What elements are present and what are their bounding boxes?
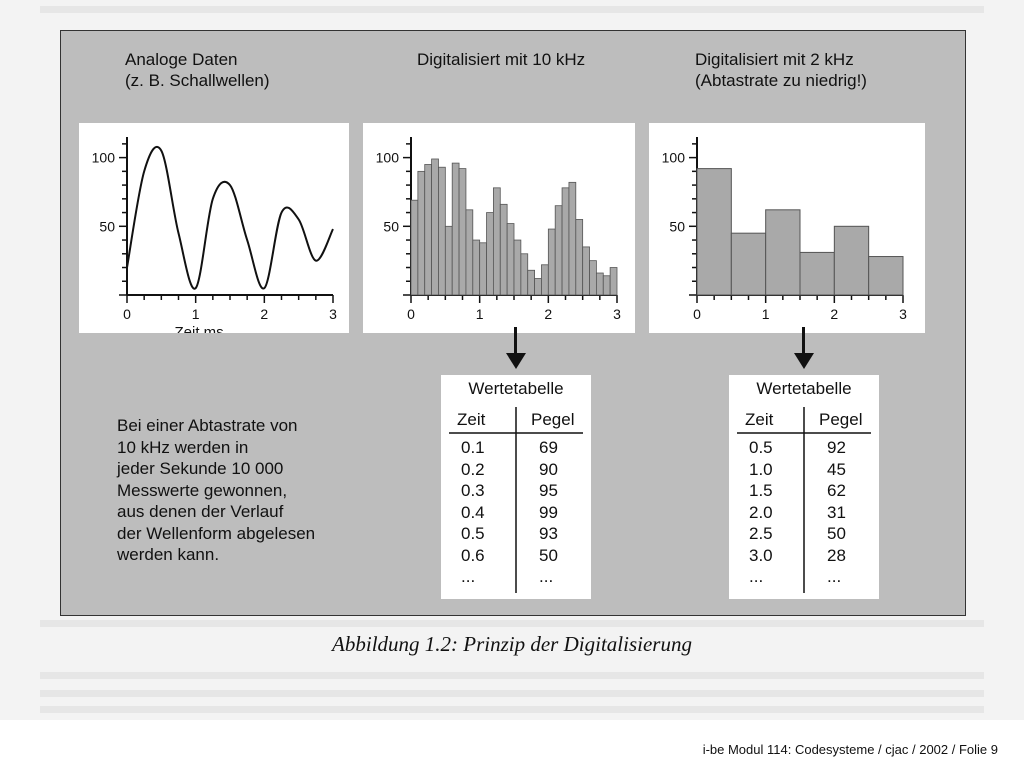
background-text-line [40, 690, 984, 697]
table-grid-lines [737, 407, 871, 593]
arrow-down-icon [506, 353, 526, 369]
analog-title: Analoge Daten (z. B. Schallwellen) [125, 49, 270, 91]
histogram-bar [534, 278, 542, 296]
y-tick-label: 50 [669, 218, 685, 234]
histogram-bar [541, 264, 549, 296]
digital2-histogram: 0 1 2 3 50 100 [662, 137, 907, 322]
table-title: Wertetabelle [756, 379, 852, 398]
x-tick-label: 0 [407, 306, 415, 322]
time-column: 0.1 0.2 0.3 0.4 0.5 0.6 ... [461, 438, 485, 586]
y-tick-label: 100 [662, 150, 686, 166]
level-column: 69 90 95 99 93 50 ... [539, 438, 558, 586]
histogram-bar [568, 181, 577, 296]
value-table-10khz: Wertetabelle Zeit Pegel 0.1 0.2 0.3 0.4 … [441, 375, 591, 599]
histogram-bar [561, 187, 570, 296]
histogram-bar [417, 170, 426, 296]
x-tick-label: 0 [123, 306, 131, 322]
histogram-bar [499, 203, 508, 296]
histogram-bar [472, 239, 481, 296]
histogram-bar [458, 168, 467, 296]
histogram-bar [479, 242, 487, 296]
table-grid-lines [449, 407, 583, 593]
histogram-bar [506, 223, 515, 296]
histogram-bar [833, 225, 870, 296]
histogram-bar [465, 209, 474, 296]
histogram-bar [582, 246, 590, 296]
x-tick-label: 2 [544, 306, 552, 322]
y-tick-label: 100 [92, 150, 116, 166]
digital2-chart-panel: 0 1 2 3 50 100 [649, 123, 925, 333]
column-header-level: Pegel [531, 410, 575, 429]
x-tick-label: 3 [613, 306, 621, 322]
analog-wave-chart: 0 1 2 3 50 100 Zeit ms [92, 137, 337, 341]
level-column: 92 45 62 31 50 28 ... [827, 438, 846, 586]
analog-title-line2: (z. B. Schallwellen) [125, 71, 270, 90]
histogram-bar [431, 158, 439, 296]
x-tick-label: 2 [260, 306, 268, 322]
histogram-bar [602, 275, 611, 296]
histogram-bar [492, 187, 501, 296]
histogram-bar [520, 253, 529, 296]
histogram-bar [575, 219, 584, 296]
x-tick-label: 3 [329, 306, 337, 322]
digital2-title-line2: (Abtastrate zu niedrig!) [695, 71, 867, 90]
digital10-title: Digitalisiert mit 10 kHz [417, 50, 586, 69]
histogram-bar [589, 260, 597, 296]
histogram-bar [609, 267, 618, 296]
x-axis-label: Zeit ms [175, 324, 224, 333]
background-text-line [40, 672, 984, 679]
arrow-shaft-right [802, 327, 805, 355]
histogram-bar [696, 168, 732, 296]
histogram-bar [410, 199, 419, 296]
y-tick-label: 50 [99, 218, 115, 234]
value-table-2khz: Wertetabelle Zeit Pegel 0.5 1.0 1.5 2.0 … [729, 375, 879, 599]
x-tick-label: 0 [693, 306, 701, 322]
y-tick-label: 50 [383, 218, 399, 234]
digital2-title-line1: Digitalisiert mit 2 kHz [695, 50, 854, 69]
histogram-bar [765, 209, 801, 296]
histogram-bar [424, 164, 433, 296]
x-tick-label: 1 [192, 306, 200, 322]
arrow-down-icon [794, 353, 814, 369]
slide-footer: i-be Modul 114: Codesysteme / cjac / 200… [702, 742, 998, 757]
figure-box: Analoge Daten (z. B. Schallwellen) Digit… [60, 30, 966, 616]
histogram-bar [799, 251, 835, 296]
digital10-chart-panel: 0 1 2 3 50 100 [363, 123, 635, 333]
histogram-bar [451, 162, 460, 296]
figure-caption: Abbildung 1.2: Prinzip der Digitalisieru… [332, 632, 692, 656]
time-column: 0.5 1.0 1.5 2.0 2.5 3.0 ... [749, 438, 773, 586]
arrow-shaft-left [514, 327, 517, 355]
histogram-bar [547, 228, 556, 296]
column-header-time: Zeit [457, 410, 486, 429]
analog-wave-line [126, 145, 334, 290]
histogram-bar [486, 212, 494, 296]
histogram-bar [444, 225, 453, 296]
digital10-histogram: 0 1 2 3 50 100 [376, 137, 621, 322]
histogram-bar [730, 232, 767, 296]
table-title: Wertetabelle [468, 379, 564, 398]
y-tick-label: 100 [376, 150, 400, 166]
x-tick-label: 2 [830, 306, 838, 322]
background-text-line [40, 620, 984, 627]
histogram-bar [513, 239, 522, 296]
background-text-line [40, 6, 984, 13]
histogram-bar [554, 205, 563, 296]
histogram-bar [595, 272, 604, 296]
analog-title-line1: Analoge Daten [125, 50, 238, 69]
x-tick-label: 1 [762, 306, 770, 322]
background-text-line [40, 706, 984, 713]
digital2-title: Digitalisiert mit 2 kHz (Abtastrate zu n… [695, 49, 867, 91]
explanation-text: Bei einer Abtastrate von 10 kHz werden i… [117, 416, 316, 564]
analog-chart-panel: 0 1 2 3 50 100 Zeit ms [79, 123, 349, 341]
histogram-bar [868, 256, 904, 296]
column-header-time: Zeit [745, 410, 774, 429]
x-tick-label: 3 [899, 306, 907, 322]
histogram-bar [438, 166, 446, 296]
column-header-level: Pegel [819, 410, 863, 429]
histogram-bar [527, 269, 536, 296]
x-tick-label: 1 [476, 306, 484, 322]
